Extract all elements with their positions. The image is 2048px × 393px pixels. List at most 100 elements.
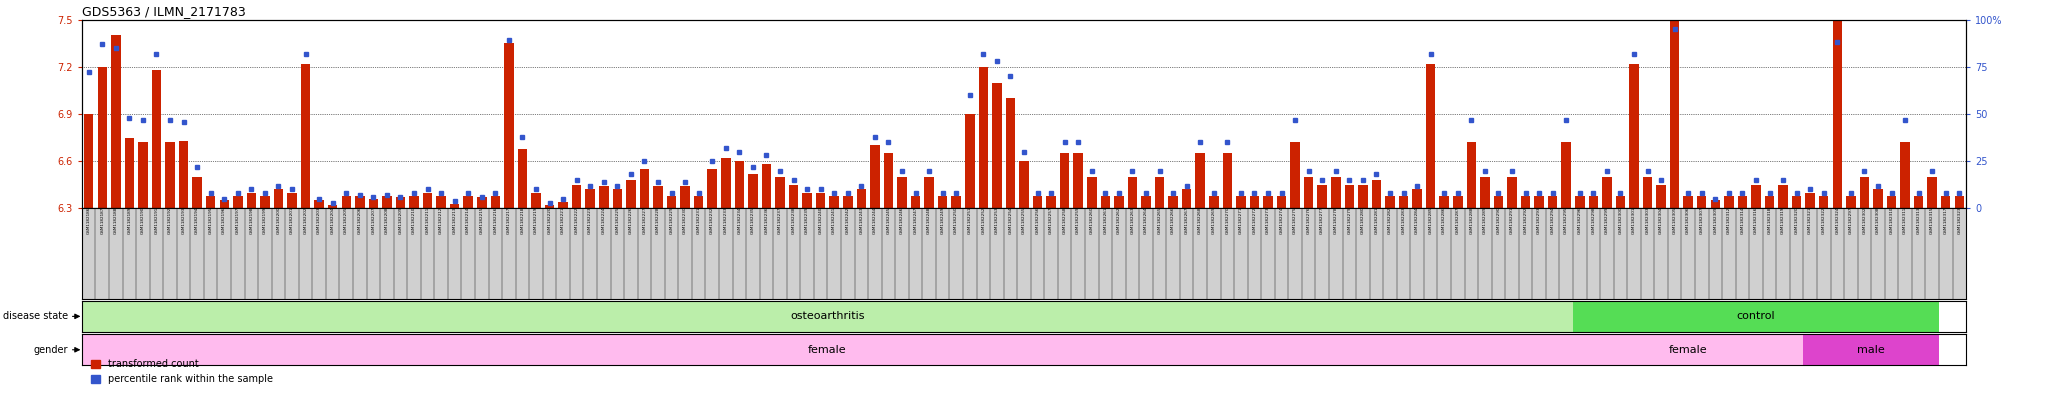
Bar [287, 193, 297, 208]
Bar [477, 197, 487, 208]
Bar [1589, 196, 1597, 208]
Bar [260, 196, 270, 208]
Bar [1384, 196, 1395, 208]
Bar [979, 67, 987, 208]
Bar [1032, 196, 1042, 208]
Bar [315, 200, 324, 208]
Bar [1657, 185, 1665, 208]
Bar [1507, 177, 1518, 208]
Bar [803, 193, 811, 208]
Bar [1710, 200, 1720, 208]
Bar [788, 185, 799, 208]
Bar [82, 301, 1573, 332]
Bar [844, 196, 852, 208]
Bar [1425, 64, 1436, 208]
Bar [246, 193, 256, 208]
Bar [84, 114, 94, 208]
Bar [1522, 196, 1530, 208]
Bar [342, 196, 350, 208]
Bar [1915, 196, 1923, 208]
Bar [1819, 196, 1829, 208]
Bar [1305, 177, 1313, 208]
Bar [1047, 196, 1057, 208]
Bar [1440, 196, 1448, 208]
Bar [545, 205, 555, 208]
Bar [1561, 142, 1571, 208]
Text: gender: gender [35, 345, 68, 355]
Bar [938, 196, 948, 208]
Bar [1737, 196, 1747, 208]
Bar [1942, 196, 1950, 208]
Bar [504, 43, 514, 208]
Bar [1290, 142, 1300, 208]
Bar [1616, 196, 1626, 208]
Bar [586, 189, 596, 208]
Bar [193, 177, 203, 208]
Bar [1698, 196, 1706, 208]
Bar [369, 199, 379, 208]
Bar [274, 189, 283, 208]
Bar [451, 204, 459, 208]
Bar [152, 70, 162, 208]
Bar [219, 200, 229, 208]
Bar [1573, 334, 1804, 365]
Bar [829, 196, 840, 208]
Bar [1141, 196, 1151, 208]
Bar [680, 186, 690, 208]
Bar [639, 169, 649, 208]
Bar [1413, 189, 1421, 208]
Bar [897, 177, 907, 208]
Bar [1155, 177, 1165, 208]
Bar [1751, 185, 1761, 208]
Bar [571, 185, 582, 208]
Bar [1087, 177, 1096, 208]
Bar [518, 149, 526, 208]
Bar [1792, 196, 1802, 208]
Bar [1724, 196, 1733, 208]
Bar [1778, 185, 1788, 208]
Bar [1534, 196, 1544, 208]
Bar [870, 145, 881, 208]
Bar [612, 189, 623, 208]
Bar [354, 196, 365, 208]
Bar [1466, 142, 1477, 208]
Bar [856, 189, 866, 208]
Bar [965, 114, 975, 208]
Bar [1481, 177, 1489, 208]
Bar [1128, 177, 1137, 208]
Bar [125, 138, 133, 208]
Bar [1249, 196, 1260, 208]
Bar [653, 186, 664, 208]
Bar [530, 193, 541, 208]
Bar [1630, 64, 1638, 208]
Bar [1602, 177, 1612, 208]
Bar [1114, 196, 1124, 208]
Bar [492, 196, 500, 208]
Text: osteoarthritis: osteoarthritis [791, 311, 864, 321]
Bar [1886, 196, 1896, 208]
Bar [952, 196, 961, 208]
Legend: transformed count, percentile rank within the sample: transformed count, percentile rank withi… [86, 356, 276, 388]
Bar [1208, 196, 1219, 208]
Text: male: male [1858, 345, 1884, 355]
Bar [410, 196, 418, 208]
Bar [178, 141, 188, 208]
Bar [627, 180, 635, 208]
Bar [776, 177, 784, 208]
Bar [1642, 177, 1653, 208]
Text: disease state: disease state [4, 311, 68, 321]
Bar [1372, 180, 1380, 208]
Bar [1317, 185, 1327, 208]
Bar [721, 158, 731, 208]
Bar [463, 196, 473, 208]
Bar [1452, 196, 1462, 208]
Bar [1575, 196, 1585, 208]
Bar [383, 196, 391, 208]
Bar [815, 193, 825, 208]
Bar [111, 35, 121, 208]
Bar [1100, 196, 1110, 208]
Bar [137, 142, 147, 208]
Bar [301, 64, 311, 208]
Bar [748, 174, 758, 208]
Bar [1182, 189, 1192, 208]
